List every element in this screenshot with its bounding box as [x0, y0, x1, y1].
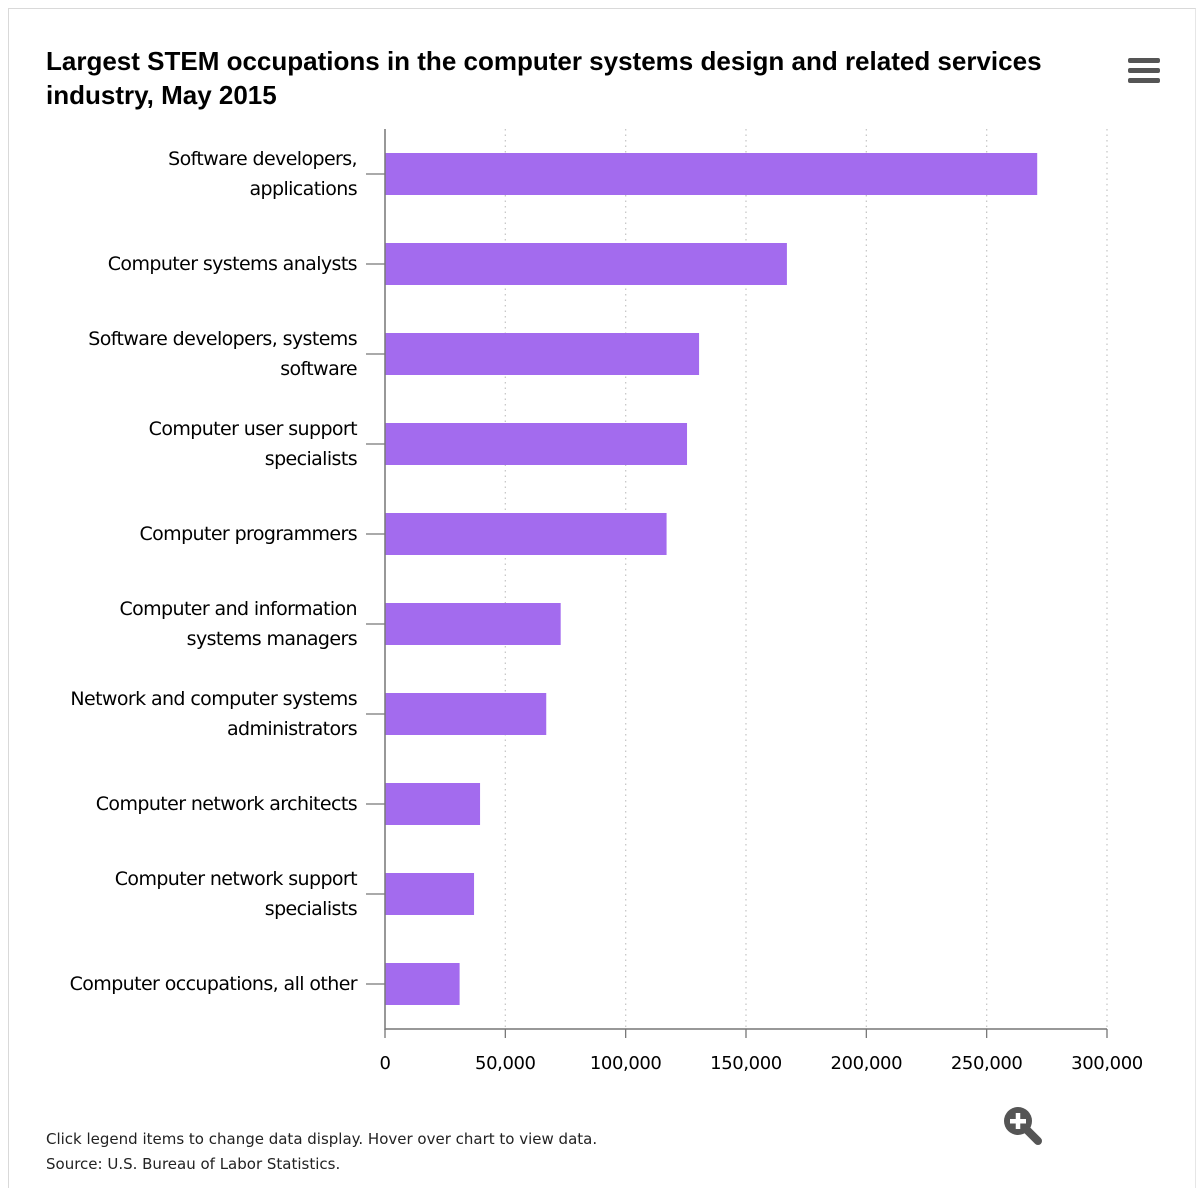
x-axis-tick-labels: 0 50,000 100,000 150,000 200,000 250,000 300,0…: [379, 1053, 1143, 1074]
category-label: Software developers, applications: [168, 148, 357, 200]
category-label-line: systems managers: [187, 628, 357, 650]
chart-instructions: Click legend items to change data displa…: [46, 1130, 598, 1148]
category-label-line: specialists: [265, 448, 357, 470]
x-tick-label: 200,000: [831, 1053, 903, 1074]
category-label-line: Computer network support: [115, 868, 357, 890]
x-tick-label: 150,000: [710, 1053, 782, 1074]
category-label-line: Software developers,: [168, 148, 357, 170]
bar[interactable]: [385, 873, 475, 915]
x-tick-label: 0: [379, 1053, 390, 1074]
hamburger-menu-icon-bar: [1128, 78, 1160, 83]
category-label: Computer network support specialists: [115, 868, 357, 920]
bar[interactable]: [385, 693, 547, 735]
category-label: Computer network architects: [96, 793, 357, 815]
category-label: Computer programmers: [139, 523, 357, 545]
category-label-line: Computer user support: [149, 418, 357, 440]
bar[interactable]: [385, 783, 481, 825]
bar[interactable]: [385, 513, 667, 555]
bar[interactable]: [385, 333, 700, 375]
category-label: Software developers, systems software: [88, 328, 357, 380]
category-label: Computer user support specialists: [149, 418, 357, 470]
chart-menu-button[interactable]: [1124, 54, 1164, 94]
axes: [366, 129, 1108, 1038]
category-label: Computer and information systems managers: [119, 598, 357, 650]
bar[interactable]: [385, 963, 460, 1005]
category-label-line: software: [280, 358, 357, 380]
x-tick-label: 250,000: [951, 1053, 1023, 1074]
bars: [385, 153, 1038, 1005]
category-label-line: Computer network architects: [96, 793, 357, 815]
x-tick-label: 300,000: [1071, 1053, 1143, 1074]
bar[interactable]: [385, 423, 688, 465]
category-label-line: Computer systems analysts: [108, 253, 357, 275]
bar-chart[interactable]: Software developers, applications Computer…: [0, 0, 1204, 1100]
chart-title: Largest STEM occupations in the computer…: [46, 46, 1042, 110]
category-label-line: Software developers, systems: [88, 328, 357, 350]
category-label-line: Computer and information: [119, 598, 357, 620]
bar[interactable]: [385, 153, 1038, 195]
chart-container: [8, 8, 1196, 1188]
chart-source: Source: U.S. Bureau of Labor Statistics.: [46, 1155, 341, 1173]
category-label: Computer occupations, all other: [70, 973, 358, 995]
zoom-in-magnifier-icon: [1004, 1107, 1042, 1145]
x-tick-label: 50,000: [475, 1053, 536, 1074]
chart-notes: Click legend items to change data displa…: [46, 1127, 597, 1177]
category-label: Computer systems analysts: [108, 253, 357, 275]
category-label: Network and computer systems administrato…: [70, 688, 357, 740]
bar[interactable]: [385, 603, 561, 645]
category-label-line: applications: [249, 178, 357, 200]
hamburger-menu-icon-bar: [1128, 68, 1160, 73]
category-label-line: administrators: [227, 718, 357, 740]
zoom-button[interactable]: [1000, 1103, 1044, 1147]
bar[interactable]: [385, 243, 787, 285]
hamburger-menu-icon: [1128, 58, 1160, 63]
category-label-line: Computer programmers: [139, 523, 357, 545]
category-labels: Software developers, applications Computer…: [70, 148, 359, 995]
category-label-line: Computer occupations, all other: [70, 973, 358, 995]
category-label-line: Network and computer systems: [70, 688, 357, 710]
x-tick-label: 100,000: [590, 1053, 662, 1074]
category-label-line: specialists: [265, 898, 357, 920]
